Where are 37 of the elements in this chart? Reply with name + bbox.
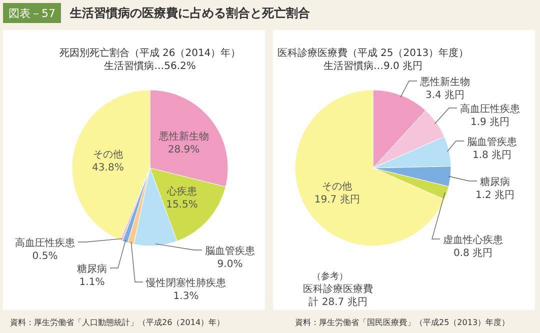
data-label: 0.8 兆円 [453, 247, 493, 259]
text: 計 28.7 兆円 [308, 296, 368, 308]
data-label: 1.8 兆円 [472, 149, 512, 161]
chart-subtitle: 生活習慣病…56.2% [104, 60, 196, 72]
slice-label: 脳血管疾患 [205, 245, 255, 257]
chart-title: 死因別死亡割合（平成 26（2014）年） [59, 47, 241, 59]
text: 医科診療医療費 [303, 283, 373, 295]
slice-label: 脳血管疾患 [467, 136, 517, 148]
slice-label: 高血圧性疾患 [460, 103, 520, 115]
chart-title: 医科診療医療費（平成 25（2013）年度） [277, 47, 469, 59]
slice-label: 糖尿病 [480, 176, 510, 188]
slice-label: 悪性新生物 [419, 76, 470, 88]
slice-label: その他 [92, 148, 123, 161]
data-label: 19.7 兆円 [314, 193, 360, 206]
data-label: 9.0% [217, 259, 243, 270]
data-label: 28.9% [168, 144, 200, 156]
text: 資料：厚生労働省「人口動態統計」（平成26（2014）年） [10, 318, 225, 327]
data-label: 3.4 兆円 [425, 89, 465, 101]
text: （参考） [312, 271, 348, 282]
data-label: 0.5% [32, 251, 58, 262]
data-label: 1.2 兆円 [475, 189, 515, 201]
slice-label: 虚血性心疾患 [443, 234, 503, 246]
data-label: 1.3% [173, 291, 199, 302]
text: 生活習慣病の医療費に占める割合と死亡割合 [69, 6, 311, 20]
slice-label: 心疾患 [166, 186, 197, 198]
data-label: 1.1% [79, 277, 105, 288]
data-label: 43.8% [92, 162, 124, 174]
slice-label: 慢性閉塞性肺疾患 [145, 277, 226, 289]
slice-label: その他 [322, 180, 352, 192]
text: 資料：厚生労働省「国民医療費」（平成25（2013）年度） [295, 318, 510, 327]
slice-label: 高血圧性疾患 [15, 237, 75, 249]
text: 図表－57 [8, 7, 56, 20]
slice-label: 糖尿病 [77, 263, 107, 275]
data-label: 1.9 兆円 [470, 116, 510, 128]
slice-label: 悪性新生物 [158, 130, 209, 143]
data-label: 15.5% [166, 200, 198, 211]
chart-subtitle: 生活習慣病…9.0 兆円 [323, 60, 423, 72]
